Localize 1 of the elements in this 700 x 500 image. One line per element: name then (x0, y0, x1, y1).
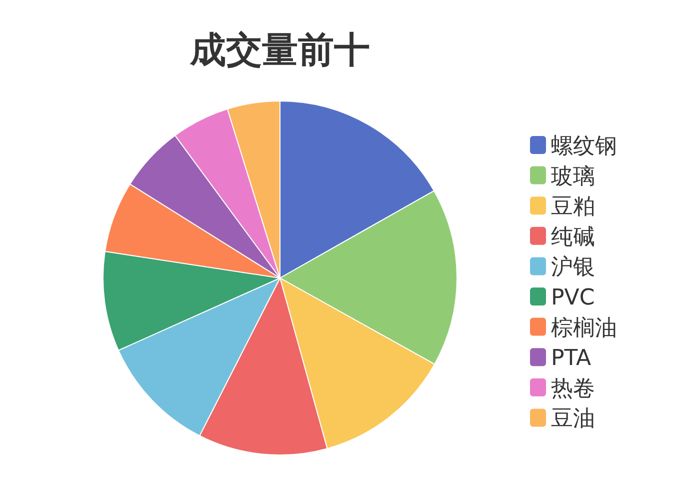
title: 成交量前十 (190, 30, 370, 71)
